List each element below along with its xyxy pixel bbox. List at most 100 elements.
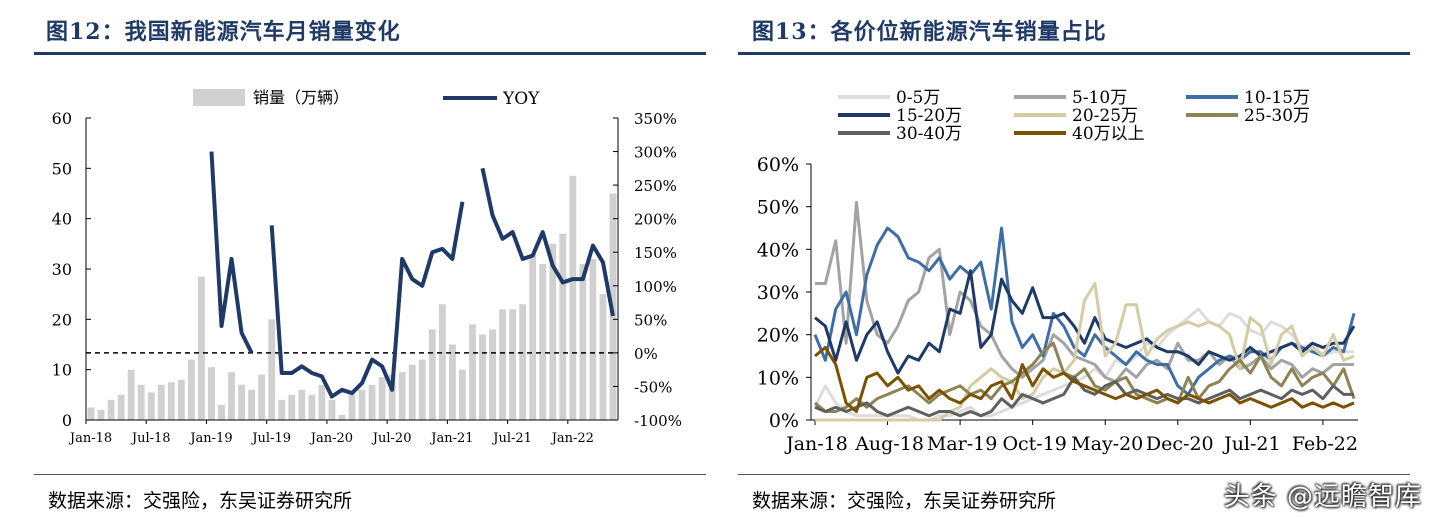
sales-bar [248, 389, 256, 420]
x-tick-label: Jan-18 [68, 431, 112, 446]
y-tick-label: 60% [757, 154, 799, 176]
sales-bar [509, 309, 517, 420]
legend-bar-swatch [193, 89, 245, 106]
yoy-line [209, 151, 254, 354]
x-tick-label: Jan-20 [309, 431, 353, 446]
sales-bar [358, 389, 366, 420]
left-y-tick-label: 30 [52, 260, 72, 279]
right-y-tick-label: 0% [634, 345, 658, 363]
left-y-tick-label: 40 [52, 210, 72, 229]
left-panel-title: 图12：我国新能源汽车月销量变化 [46, 19, 401, 45]
x-tick-label: Mar-19 [927, 433, 997, 455]
series-line [815, 281, 1355, 422]
series-line [814, 375, 1354, 418]
x-tick-label: Jan-18 [784, 433, 848, 455]
x-tick-label: Oct-19 [1002, 433, 1066, 455]
sales-bar [519, 304, 527, 420]
sales-bar [408, 364, 416, 420]
left-bottom-rule [34, 474, 706, 475]
sales-bar [308, 394, 316, 420]
sales-bar [489, 329, 496, 420]
sales-bar [479, 334, 486, 420]
sales-bar [368, 384, 376, 420]
left-y-tick-label: 50 [52, 159, 72, 178]
series-line [813, 307, 1354, 422]
right-y-tick-label: -100% [634, 412, 682, 430]
x-tick-label: Jul-19 [250, 431, 291, 446]
right-bottom-rule [738, 474, 1410, 475]
left-y-tick-label: 20 [52, 310, 72, 329]
sales-bar [539, 263, 547, 420]
sales-bar [147, 392, 155, 420]
sales-bar [338, 414, 346, 420]
legend-label: 15-20万 [896, 106, 962, 126]
sales-bar [559, 233, 567, 420]
right-y-tick-label: 50% [634, 311, 667, 329]
yoy-line [269, 201, 465, 399]
price-segment-share-chart: 0% 10% 20% 30% 40% 50% 60% Jan-18 Aug-18 Mar-19 Oc… [757, 88, 1358, 455]
x-tick-label: Jul-20 [371, 431, 412, 446]
sales-bar [117, 394, 125, 420]
right-y-tick-label: -50% [634, 378, 672, 396]
right-panel-title: 图13：各价位新能源汽车销量占比 [752, 19, 1107, 45]
x-tick-label: Jan-19 [188, 431, 232, 446]
sales-bar [579, 263, 587, 420]
right-y-tick-label: 350% [634, 110, 677, 128]
sales-bar [177, 379, 185, 420]
sales-bar [258, 374, 266, 420]
y-tick-label: 10% [757, 367, 799, 389]
sales-bar [268, 319, 276, 420]
sales-bar [499, 309, 506, 420]
right-y-tick-label: 200% [634, 211, 677, 229]
legend-label: 5-10万 [1072, 88, 1127, 108]
sales-bar [228, 372, 235, 420]
legend-bar-label: 销量（万辆） [253, 88, 349, 107]
sales-bar [589, 258, 597, 420]
sales-bar [298, 389, 306, 420]
right-y-tick-label: 100% [634, 278, 677, 296]
sales-bar [348, 394, 356, 420]
sales-bar [288, 394, 296, 420]
sales-bar [328, 399, 336, 420]
y-tick-label: 20% [757, 325, 799, 347]
right-y-tick-label: 300% [634, 144, 677, 162]
sales-bar [127, 369, 135, 420]
series-line [814, 269, 1356, 375]
x-tick-label: Jan-22 [550, 431, 594, 446]
sales-bar [107, 399, 115, 420]
x-tick-label: Jul-18 [130, 431, 171, 446]
sales-bar [529, 253, 537, 420]
right-y-tick-label: 150% [634, 244, 677, 262]
sales-bar [278, 399, 286, 420]
sales-bar [459, 369, 466, 420]
left-y-tick-label: 0 [62, 411, 72, 430]
left-source-note: 数据来源：交强险，东吴证券研究所 [48, 490, 353, 512]
right-title-rule [738, 52, 1410, 55]
series-line [814, 345, 1355, 413]
right-y-tick-label: 250% [634, 177, 677, 195]
sales-bar [599, 294, 607, 420]
sales-bar [187, 359, 195, 420]
monthly-sales-chart: 0 10 20 30 40 50 60 -100% -50% 0% 50% 100% 150% 200% 2… [52, 88, 682, 446]
left-y-tick-label: 60 [52, 109, 72, 128]
sales-bar [137, 384, 145, 420]
sales-bar [208, 367, 215, 420]
sales-bar [218, 404, 225, 420]
sales-bar [378, 377, 386, 420]
y-tick-label: 30% [757, 282, 799, 304]
legend-label: 25-30万 [1244, 106, 1310, 126]
sales-bar [569, 175, 577, 420]
sales-bar [428, 329, 436, 420]
legend-label: 10-15万 [1244, 88, 1310, 108]
legend-label: 0-5万 [896, 88, 940, 108]
sales-bar [398, 372, 406, 420]
sales-bar [318, 384, 326, 420]
sales-bar [238, 384, 245, 420]
sales-bar [549, 243, 557, 420]
right-source-note: 数据来源：交强险，东吴证券研究所 [752, 490, 1057, 512]
watermark: 头条 @远瞻智库 [1223, 482, 1422, 512]
sales-bar [87, 407, 95, 420]
x-tick-label: Dec-20 [1146, 433, 1214, 455]
sales-bar [198, 276, 205, 420]
y-tick-label: 0% [769, 410, 799, 432]
